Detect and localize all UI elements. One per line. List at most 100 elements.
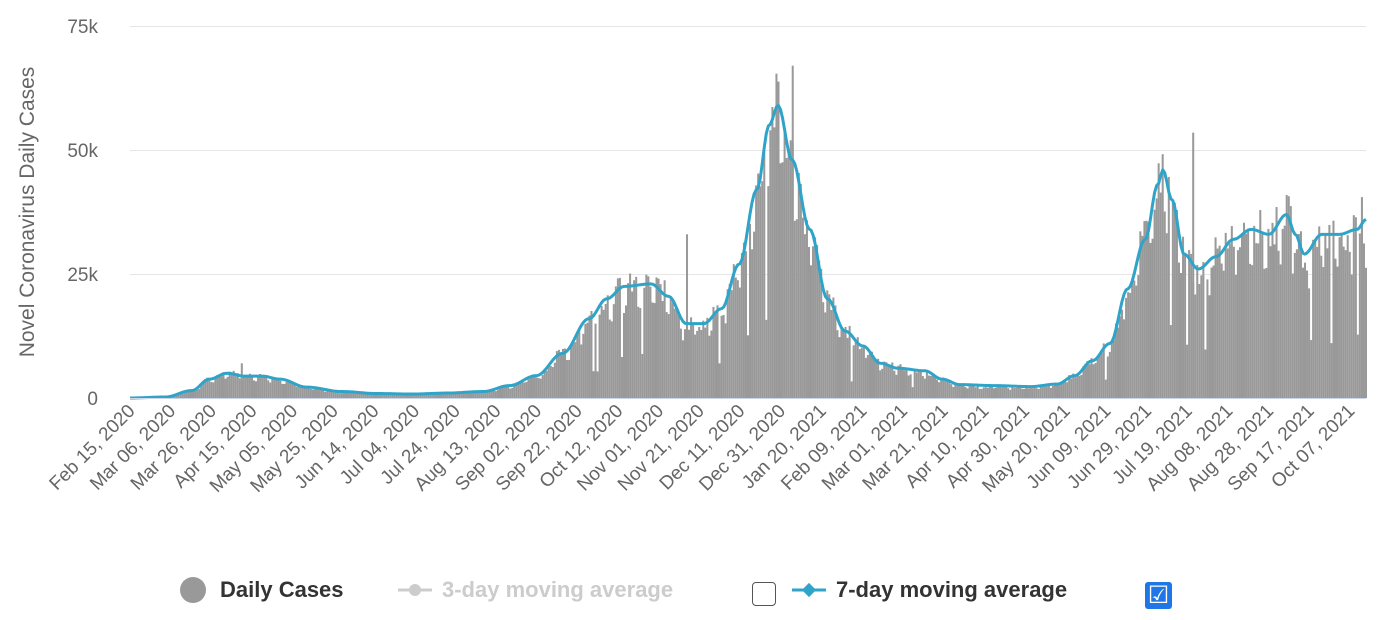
daily-case-bar[interactable] [480,392,483,398]
daily-case-bar[interactable] [507,386,510,398]
daily-case-bar[interactable] [366,393,369,398]
daily-case-bar[interactable] [466,393,469,398]
daily-case-bar[interactable] [494,391,497,398]
daily-case-bar[interactable] [175,394,178,398]
daily-case-bar[interactable] [433,392,436,398]
daily-case-bar[interactable] [724,323,727,398]
daily-case-bar[interactable] [1206,279,1209,398]
daily-case-bar[interactable] [307,386,310,398]
daily-case-bar[interactable] [336,390,339,398]
daily-case-bar[interactable] [572,342,575,398]
daily-case-bar[interactable] [212,382,215,398]
daily-case-bar[interactable] [547,365,550,398]
daily-case-bar[interactable] [1222,270,1225,398]
daily-case-bar[interactable] [179,392,182,398]
daily-case-bar[interactable] [1230,226,1233,398]
daily-case-bar[interactable] [1055,384,1059,398]
daily-case-bar[interactable] [795,219,798,398]
daily-case-bar[interactable] [1169,325,1172,398]
daily-case-bar[interactable] [1131,279,1134,398]
daily-case-bar[interactable] [1125,297,1128,398]
daily-case-bar[interactable] [1123,319,1126,398]
daily-case-bar[interactable] [1007,388,1010,398]
daily-case-bar[interactable] [681,340,684,398]
daily-case-bar[interactable] [706,317,709,398]
daily-case-bar[interactable] [590,310,593,398]
daily-case-bar[interactable] [1265,268,1268,398]
daily-case-bar[interactable] [267,380,270,398]
daily-case-bar[interactable] [338,393,341,398]
daily-case-bar[interactable] [555,351,558,398]
daily-case-bar[interactable] [805,220,808,398]
daily-case-bar[interactable] [1074,377,1077,398]
daily-case-bar[interactable] [917,371,920,398]
daily-case-bar[interactable] [419,393,422,398]
daily-case-bar[interactable] [444,392,447,398]
daily-case-bar[interactable] [602,309,605,398]
daily-case-bar[interactable] [423,394,426,398]
daily-case-bar[interactable] [899,364,902,398]
daily-case-bar[interactable] [354,393,357,398]
daily-case-bar[interactable] [1238,247,1241,398]
daily-case-bar[interactable] [1182,236,1185,398]
daily-case-bar[interactable] [261,377,264,398]
daily-case-bar[interactable] [187,390,190,398]
daily-case-bar[interactable] [496,389,499,398]
daily-case-bar[interactable] [421,393,424,398]
daily-case-bar[interactable] [242,377,245,398]
daily-case-bar[interactable] [694,334,697,398]
legend-item-7day-average[interactable]: 7-day moving average [792,568,1067,612]
daily-case-bar[interactable] [793,220,796,398]
daily-case-bar[interactable] [1204,349,1207,398]
daily-case-bar[interactable] [1332,220,1335,398]
daily-case-bar[interactable] [1350,274,1353,398]
daily-case-bar[interactable] [734,277,737,398]
daily-case-bar[interactable] [1155,198,1158,398]
daily-case-bar[interactable] [322,388,325,398]
daily-case-bar[interactable] [649,286,652,398]
daily-case-bar[interactable] [1145,220,1148,398]
daily-case-bar[interactable] [720,315,723,398]
daily-case-bar[interactable] [875,359,878,398]
daily-case-bar[interactable] [238,378,241,398]
daily-case-bar[interactable] [1271,222,1274,398]
daily-case-bar[interactable] [484,391,487,398]
daily-case-bar[interactable] [413,393,416,398]
daily-case-bar[interactable] [1066,382,1069,398]
daily-case-bar[interactable] [1161,154,1164,398]
daily-case-bar[interactable] [535,377,538,398]
daily-case-bar[interactable] [1273,244,1276,398]
daily-case-bar[interactable] [1045,386,1048,398]
daily-case-bar[interactable] [210,382,213,398]
daily-case-bar[interactable] [1202,262,1205,398]
daily-case-bar[interactable] [368,394,371,398]
daily-case-bar[interactable] [549,366,552,398]
daily-case-bar[interactable] [1051,385,1054,398]
daily-case-bar[interactable] [517,383,520,398]
daily-case-bar[interactable] [313,386,317,398]
daily-case-bar[interactable] [389,393,392,398]
daily-case-bar[interactable] [633,280,636,398]
daily-case-bar[interactable] [1043,384,1046,398]
daily-case-bar[interactable] [1232,246,1235,398]
daily-case-bar[interactable] [387,393,390,398]
daily-case-bar[interactable] [277,379,280,398]
daily-case-bar[interactable] [316,387,319,398]
daily-case-bar[interactable] [257,376,260,398]
daily-case-bar[interactable] [1049,387,1052,398]
daily-case-bar[interactable] [637,306,640,398]
daily-case-bar[interactable] [1175,209,1178,398]
daily-case-bar[interactable] [948,382,951,398]
daily-case-bar[interactable] [503,387,506,398]
daily-case-bar[interactable] [362,393,365,398]
daily-case-bar[interactable] [462,392,465,398]
daily-case-bar[interactable] [775,73,778,399]
daily-case-bar[interactable] [279,380,282,398]
daily-case-bar[interactable] [1070,378,1073,399]
daily-case-bar[interactable] [263,374,266,398]
daily-case-bar[interactable] [824,312,827,398]
daily-case-bar[interactable] [728,283,731,398]
daily-case-bar[interactable] [702,320,705,398]
daily-case-bar[interactable] [960,385,963,398]
daily-case-bar[interactable] [301,385,304,398]
